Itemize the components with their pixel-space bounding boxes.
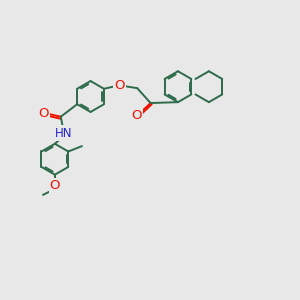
Text: HN: HN [55, 127, 72, 140]
Text: O: O [131, 109, 142, 122]
Text: O: O [50, 179, 60, 193]
Text: O: O [38, 107, 49, 120]
Text: O: O [114, 79, 124, 92]
